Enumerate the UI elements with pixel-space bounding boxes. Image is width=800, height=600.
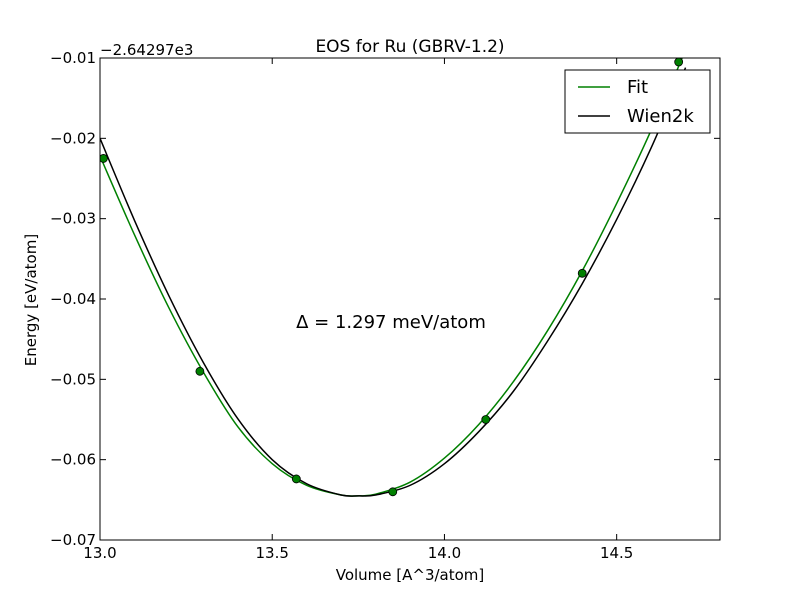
y-tick-label: −0.04 bbox=[50, 290, 96, 308]
x-tick-label: 14.0 bbox=[428, 544, 461, 562]
data-point bbox=[481, 415, 491, 424]
x-tick-label: 13.5 bbox=[256, 544, 289, 562]
axis-ticks: 13.0 13.5 14.0 14.5 −0.07 −0.06 −0.05 −0.04 −0.0… bbox=[50, 49, 720, 562]
y-axis-offset-label: −2.64297e3 bbox=[100, 41, 193, 59]
y-tick-label: −0.05 bbox=[50, 370, 96, 388]
data-point bbox=[195, 366, 205, 376]
y-tick-label: −0.01 bbox=[50, 49, 96, 67]
y-tick-label: −0.02 bbox=[50, 129, 96, 147]
series-wien2k-line bbox=[100, 67, 687, 497]
delta-annotation: Δ = 1.297 meV/atom bbox=[296, 312, 486, 333]
x-axis-label: Volume [A^3/atom] bbox=[336, 566, 485, 584]
data-point bbox=[577, 268, 587, 278]
y-tick-label: −0.07 bbox=[50, 531, 96, 549]
y-tick-label: −0.03 bbox=[50, 210, 96, 228]
legend-box bbox=[564, 69, 711, 134]
series-fit-line bbox=[100, 58, 683, 497]
y-axis-label: Energy [eV/atom] bbox=[22, 234, 40, 366]
legend: Fit Wien2k bbox=[564, 69, 711, 134]
x-tick-label: 13.0 bbox=[83, 544, 116, 562]
data-point bbox=[291, 474, 301, 484]
chart-title: EOS for Ru (GBRV-1.2) bbox=[315, 37, 504, 57]
plot-series bbox=[100, 58, 687, 497]
y-tick-label: −0.06 bbox=[50, 451, 96, 469]
data-point bbox=[674, 58, 684, 67]
x-tick-label: 14.5 bbox=[600, 544, 633, 562]
data-point bbox=[100, 154, 108, 163]
legend-fit-label: Fit bbox=[627, 77, 648, 98]
legend-wien2k-label: Wien2k bbox=[627, 106, 694, 127]
data-point bbox=[388, 487, 398, 497]
